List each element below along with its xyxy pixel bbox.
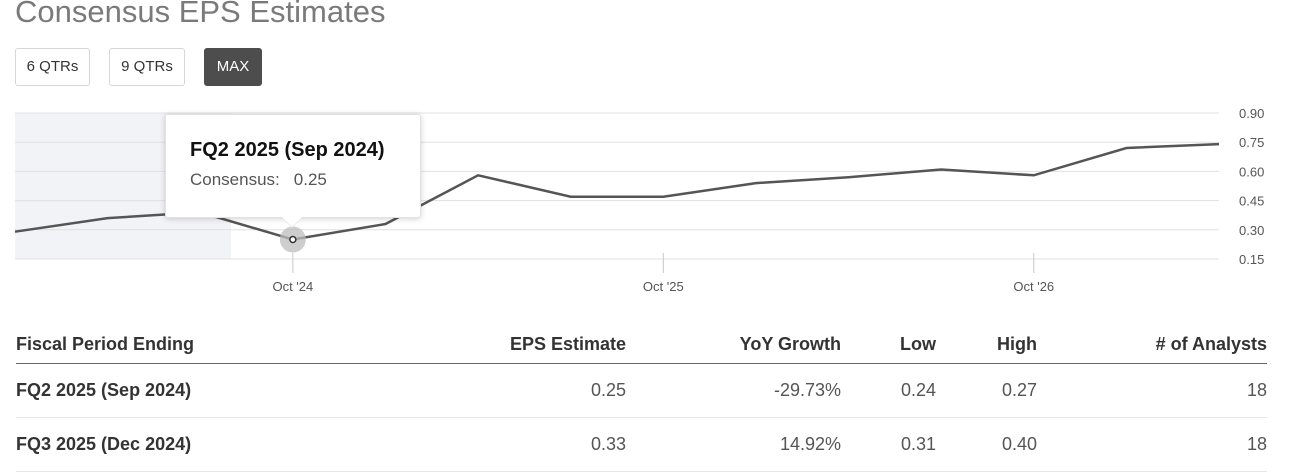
chart-tooltip: FQ2 2025 (Sep 2024) Consensus: 0.25 xyxy=(165,114,421,218)
cell-high: 0.40 xyxy=(936,417,1037,472)
cell-analysts: 18 xyxy=(1037,417,1267,472)
tooltip-period: FQ2 2025 (Sep 2024) xyxy=(190,139,385,161)
data-point[interactable] xyxy=(843,171,855,183)
data-point[interactable] xyxy=(1120,142,1132,154)
data-point[interactable] xyxy=(472,169,484,181)
data-point[interactable] xyxy=(1213,138,1225,150)
cell-yoy-growth: -29.73% xyxy=(626,363,841,418)
tooltip-pointer xyxy=(282,217,302,227)
cell-eps-estimate: 0.25 xyxy=(316,363,626,418)
y-axis-ticks: 0.90 0.75 0.60 0.45 0.30 0.15 xyxy=(1239,106,1264,267)
col-header-analysts[interactable]: # of Analysts xyxy=(1037,325,1267,364)
cell-analysts: 18 xyxy=(1037,363,1267,418)
range-max-button[interactable]: MAX xyxy=(204,48,262,86)
data-point[interactable] xyxy=(1028,169,1040,181)
table-header-row: Fiscal Period Ending EPS Estimate YoY Gr… xyxy=(16,325,1267,364)
range-6-qtrs-button[interactable]: 6 QTRs xyxy=(15,48,90,86)
data-point[interactable] xyxy=(9,226,21,238)
cell-low: 0.24 xyxy=(841,363,936,418)
page-title: Consensus EPS Estimates xyxy=(15,0,386,29)
y-tick-label: 0.60 xyxy=(1239,164,1264,179)
x-tick-label: Oct '25 xyxy=(643,279,684,294)
x-axis-ticks: Oct '24 Oct '25 Oct '26 xyxy=(272,253,1054,294)
highlighted-point xyxy=(289,235,297,244)
x-tick-label: Oct '26 xyxy=(1013,279,1054,294)
col-header-low[interactable]: Low xyxy=(841,325,936,364)
eps-estimates-table: Fiscal Period Ending EPS Estimate YoY Gr… xyxy=(16,325,1267,472)
data-point[interactable] xyxy=(379,218,391,230)
table-row: FQ2 2025 (Sep 2024) 0.25 -29.73% 0.24 0.… xyxy=(16,363,1267,418)
data-point[interactable] xyxy=(750,177,762,189)
data-point[interactable] xyxy=(565,191,577,203)
col-header-fiscal-period[interactable]: Fiscal Period Ending xyxy=(16,325,316,364)
tooltip-consensus-label: Consensus: xyxy=(190,170,280,189)
chart-points[interactable] xyxy=(9,138,1225,253)
col-header-yoy-growth[interactable]: YoY Growth xyxy=(626,325,841,364)
cell-period: FQ2 2025 (Sep 2024) xyxy=(16,363,316,418)
y-tick-label: 0.75 xyxy=(1239,135,1264,150)
data-point[interactable] xyxy=(102,212,114,224)
y-tick-label: 0.30 xyxy=(1239,223,1264,238)
y-tick-label: 0.90 xyxy=(1239,106,1264,121)
cell-high: 0.27 xyxy=(936,363,1037,418)
tooltip-consensus-row: Consensus: 0.25 xyxy=(190,170,420,190)
data-point[interactable] xyxy=(657,191,669,203)
range-9-qtrs-button[interactable]: 9 QTRs xyxy=(109,48,185,86)
cell-yoy-growth: 14.92% xyxy=(626,417,841,472)
y-tick-label: 0.45 xyxy=(1239,194,1264,209)
col-header-high[interactable]: High xyxy=(936,325,1037,364)
x-tick-label: Oct '24 xyxy=(272,279,313,294)
cell-period: FQ3 2025 (Dec 2024) xyxy=(16,417,316,472)
y-tick-label: 0.15 xyxy=(1239,252,1264,267)
cell-eps-estimate: 0.33 xyxy=(316,417,626,472)
tooltip-consensus-value: 0.25 xyxy=(293,170,327,189)
table-row: FQ3 2025 (Dec 2024) 0.33 14.92% 0.31 0.4… xyxy=(16,417,1267,472)
data-point[interactable] xyxy=(935,163,947,175)
col-header-eps-estimate[interactable]: EPS Estimate xyxy=(316,325,626,364)
cell-low: 0.31 xyxy=(841,417,936,472)
